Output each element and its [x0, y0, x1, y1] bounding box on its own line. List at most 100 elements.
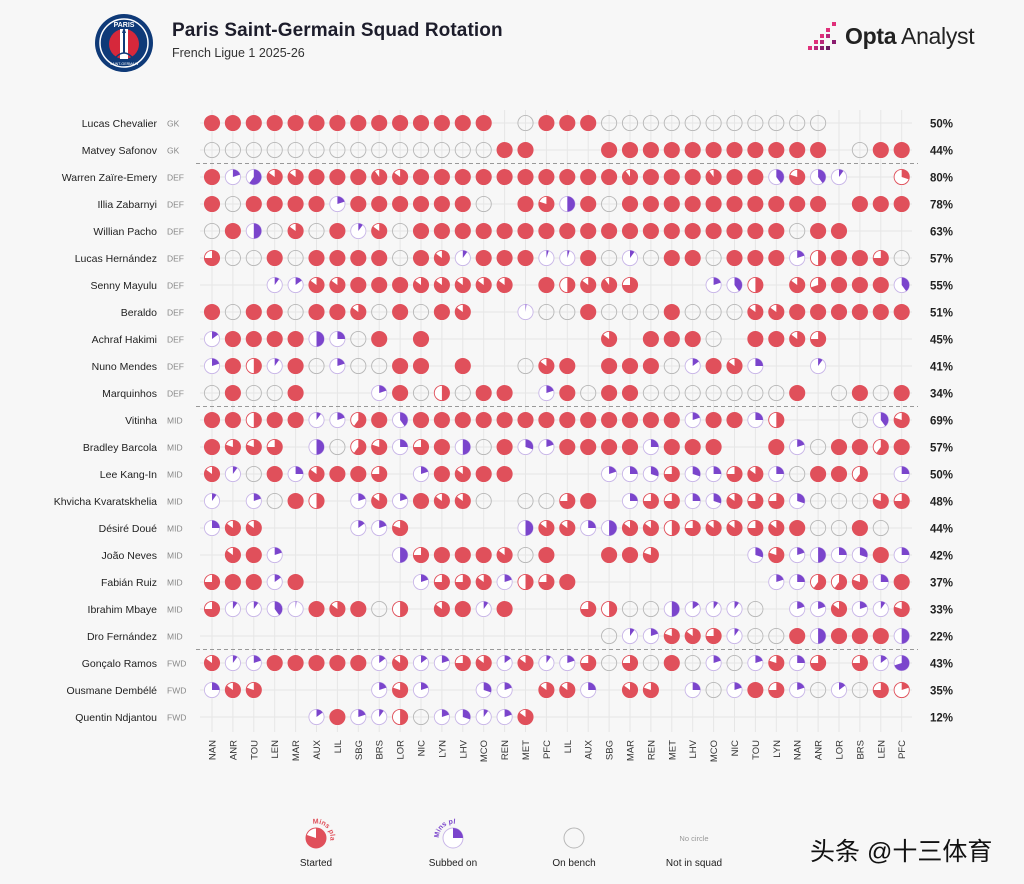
subbed-marker — [893, 276, 910, 294]
started-marker — [538, 357, 555, 375]
minutes-wedge — [288, 115, 304, 131]
started-marker — [726, 519, 743, 537]
subbed-marker — [726, 600, 743, 618]
minutes-wedge — [852, 385, 868, 401]
subbed-marker — [642, 438, 659, 456]
minutes-wedge — [810, 466, 826, 482]
player-name: Senny Mayulu — [90, 280, 157, 292]
minutes-wedge — [734, 277, 743, 292]
bench-circle — [412, 303, 430, 321]
started-marker — [496, 465, 513, 483]
player-name: Lucas Chevalier — [82, 118, 158, 130]
svg-text:SAINT-GERMAIN: SAINT-GERMAIN — [110, 62, 139, 66]
minutes-wedge — [706, 628, 722, 644]
minutes-wedge — [755, 277, 764, 293]
started-marker — [830, 276, 848, 294]
bench-marker — [768, 627, 785, 645]
minutes-wedge — [855, 466, 868, 482]
started-marker — [851, 519, 868, 537]
minutes-wedge — [350, 115, 366, 131]
minutes-wedge — [747, 304, 763, 320]
player-row: Marquinhos DEF 34% — [102, 384, 953, 402]
started-marker — [538, 222, 555, 240]
minutes-wedge — [413, 547, 429, 563]
minutes-wedge — [483, 709, 489, 717]
player-position: FWD — [167, 659, 186, 669]
minutes-wedge — [768, 682, 784, 698]
bench-circle — [663, 114, 680, 132]
player-row: Fabián Ruiz MID 37% — [101, 573, 953, 591]
started-marker — [559, 168, 576, 186]
started-marker — [601, 411, 618, 429]
minutes-wedge — [353, 439, 366, 455]
minutes-wedge — [706, 196, 722, 212]
started-marker — [601, 600, 618, 618]
started-marker — [245, 195, 262, 213]
minutes-wedge — [643, 358, 659, 374]
started-marker — [245, 681, 262, 699]
minutes-wedge — [538, 223, 555, 239]
minutes-wedge — [274, 601, 283, 616]
bench-circle — [830, 384, 848, 402]
started-marker — [726, 168, 743, 186]
minutes-wedge — [789, 196, 805, 212]
started-marker — [538, 681, 555, 699]
started-marker — [851, 438, 868, 456]
minutes-wedge — [392, 115, 408, 131]
minutes-wedge — [810, 196, 826, 212]
bench-marker — [266, 141, 283, 159]
started-marker — [517, 708, 534, 726]
bench-circle — [433, 141, 450, 159]
minutes-wedge — [497, 412, 513, 428]
minutes-wedge — [818, 601, 826, 609]
minutes-wedge — [476, 412, 492, 428]
minutes-wedge — [434, 466, 450, 482]
bench-circle — [872, 519, 889, 537]
minutes-wedge — [622, 439, 638, 455]
started-marker — [621, 276, 639, 294]
subbed-marker — [538, 384, 555, 402]
bench-circle — [266, 492, 283, 510]
started-marker — [893, 600, 910, 618]
minutes-wedge — [797, 574, 805, 582]
bench-circle — [642, 654, 659, 672]
started-marker — [830, 249, 848, 267]
minutes-wedge — [567, 196, 575, 212]
bench-circle — [851, 681, 868, 699]
minutes-wedge — [601, 277, 617, 293]
minutes-wedge — [601, 142, 617, 158]
started-marker — [810, 249, 827, 267]
subbed-marker — [266, 600, 283, 618]
minutes-wedge — [755, 358, 763, 366]
minutes-wedge — [894, 439, 910, 455]
player-row: Gonçalo Ramos FWD 43% — [82, 654, 953, 672]
minutes-wedge — [337, 331, 345, 339]
started-marker — [580, 195, 597, 213]
started-marker — [475, 465, 492, 483]
match-label: SBG — [354, 740, 365, 760]
started-marker — [663, 411, 680, 429]
started-marker — [308, 249, 325, 267]
minutes-wedge — [776, 466, 784, 474]
started-marker — [329, 654, 346, 672]
bench-marker — [830, 492, 848, 510]
minutes-wedge — [400, 493, 408, 501]
opta-bars-icon — [808, 22, 836, 50]
brand-bold: Opta — [845, 23, 897, 49]
minutes-wedge — [643, 493, 659, 509]
subbed-marker — [621, 627, 639, 645]
minutes-wedge — [643, 169, 659, 185]
subbed-marker — [245, 492, 262, 510]
minutes-percentage: 42% — [930, 551, 953, 563]
bench-marker — [371, 357, 388, 375]
subbed-marker — [830, 168, 848, 186]
player-name: Fabián Ruiz — [101, 577, 157, 589]
minutes-wedge — [476, 115, 492, 131]
bench-circle — [726, 654, 743, 672]
subbed-marker — [371, 681, 388, 699]
started-marker — [433, 546, 450, 564]
player-position: FWD — [167, 713, 186, 723]
player-row: Ousmane Dembélé FWD 35% — [67, 681, 953, 699]
minutes-percentage: 63% — [930, 227, 953, 239]
bench-marker — [684, 384, 701, 402]
